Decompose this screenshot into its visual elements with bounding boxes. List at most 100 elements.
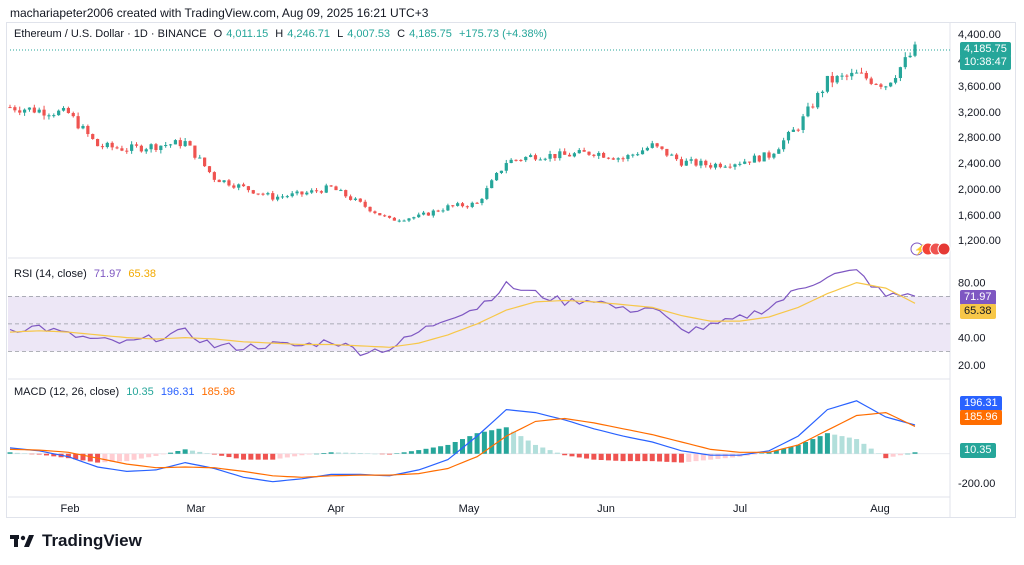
- macd-hist-bar: [481, 431, 487, 454]
- candle-body: [689, 159, 693, 161]
- candle-body: [373, 211, 377, 214]
- candle-body: [670, 154, 674, 156]
- candle-body: [563, 151, 567, 155]
- rsi-ma-line: [9, 281, 916, 348]
- chart-credit: machariapeter2006 created with TradingVi…: [10, 6, 429, 20]
- candle-body: [115, 147, 119, 149]
- macd-hist-bar: [883, 453, 889, 459]
- macd-hist-bar: [700, 453, 706, 461]
- candle-body: [587, 151, 591, 155]
- macd-hist-bar: [474, 433, 480, 454]
- candle-body: [241, 184, 246, 187]
- chart-frame: [6, 22, 1016, 518]
- candle-body: [704, 160, 708, 166]
- candle-body: [825, 75, 830, 92]
- candle-body: [679, 159, 684, 166]
- macd-hist-bar: [868, 448, 874, 454]
- rsi-title: RSI (14, close): [14, 268, 87, 280]
- macd-hist-bar: [817, 436, 823, 454]
- candle-body: [168, 144, 173, 146]
- macd-hist-bar: [204, 453, 210, 454]
- rsi-tag: 71.97: [960, 290, 996, 305]
- candle-body: [514, 159, 518, 161]
- candle-body: [772, 153, 776, 158]
- macd-hist-bar: [467, 436, 473, 454]
- candle-body: [95, 138, 100, 147]
- macd-hist-bar: [365, 453, 371, 454]
- last-price-tag: 4,185.75: [960, 42, 1011, 57]
- candle-body: [290, 193, 294, 197]
- macd-hist-bar: [576, 453, 582, 458]
- price-tick-label: 2,800.00: [958, 132, 1001, 145]
- symbol-title[interactable]: Ethereum / U.S. Dollar · 1D · BINANCE: [14, 28, 207, 40]
- candle-body: [61, 107, 66, 111]
- macd-hist-bar: [861, 443, 867, 454]
- candle-body: [864, 72, 868, 79]
- candle-body: [567, 154, 572, 157]
- macd-hist-bar: [248, 453, 254, 460]
- candle-body: [636, 154, 640, 156]
- macd-hist-bar: [328, 452, 334, 454]
- rsi-tick-label: 40.00: [958, 333, 986, 345]
- candle-body: [913, 44, 917, 56]
- candle-body: [139, 145, 143, 152]
- candle-body: [504, 163, 508, 171]
- macd-hist-bar: [525, 440, 531, 454]
- candle-body: [713, 163, 718, 168]
- candle-body: [874, 83, 878, 85]
- countdown-tag: 10:38:47: [960, 55, 1011, 70]
- tradingview-logo[interactable]: TradingView: [10, 531, 142, 551]
- macd-hist-bar: [284, 453, 290, 458]
- macd-hist-bar: [87, 453, 93, 462]
- macd-hist-bar: [219, 453, 225, 456]
- candle-body: [47, 115, 51, 117]
- macd-hist-bar: [270, 453, 276, 460]
- candle-body: [577, 150, 581, 154]
- macd-hist-bar: [591, 453, 597, 460]
- candle-body: [548, 153, 552, 159]
- candle-body: [105, 142, 109, 148]
- macd-hist-bar: [350, 452, 356, 454]
- macd-hist-bar: [343, 452, 349, 454]
- macd-hist-bar: [262, 453, 268, 460]
- tradingview-logo-text: TradingView: [42, 531, 142, 550]
- candle-body: [110, 142, 114, 148]
- macd-hist-bar: [562, 453, 568, 456]
- candle-body: [27, 107, 32, 110]
- macd-hist-bar: [226, 453, 232, 458]
- candle-body: [524, 156, 528, 161]
- candle-body: [397, 220, 401, 222]
- macd-hist-bar: [22, 453, 28, 454]
- candle-body: [387, 215, 392, 218]
- candle-body: [626, 155, 630, 159]
- candle-body: [470, 202, 474, 207]
- macd-hist-bar: [168, 452, 174, 454]
- price-tick-label: 1,200.00: [958, 235, 1001, 248]
- macd-hist-bar: [620, 453, 626, 462]
- candle-body: [485, 188, 489, 199]
- macd-hist-bar: [43, 453, 49, 456]
- candle-body: [183, 141, 187, 147]
- macd-hist-bar: [36, 453, 42, 455]
- candle-body: [295, 191, 299, 194]
- ohlc-open: 4,011.15: [226, 28, 269, 40]
- candle-body: [602, 152, 606, 158]
- candle-body: [456, 203, 460, 206]
- macd-hist-bar: [7, 452, 13, 454]
- candle-body: [509, 159, 513, 164]
- macd-hist-bar: [489, 430, 495, 454]
- rsi-line: [9, 269, 916, 357]
- rsi-ma-value: 65.38: [128, 268, 156, 280]
- candle-body: [314, 190, 319, 192]
- candle-body: [499, 170, 504, 173]
- macd-hist-bar: [321, 453, 327, 454]
- macd-hist-bar: [905, 453, 911, 455]
- candle-body: [830, 75, 834, 83]
- candle-body: [421, 212, 426, 215]
- macd-hist-bar: [80, 453, 86, 461]
- candle-body: [490, 180, 494, 189]
- candle-body: [100, 146, 105, 148]
- macd-hist-bar: [846, 437, 852, 454]
- candle-body: [8, 107, 12, 109]
